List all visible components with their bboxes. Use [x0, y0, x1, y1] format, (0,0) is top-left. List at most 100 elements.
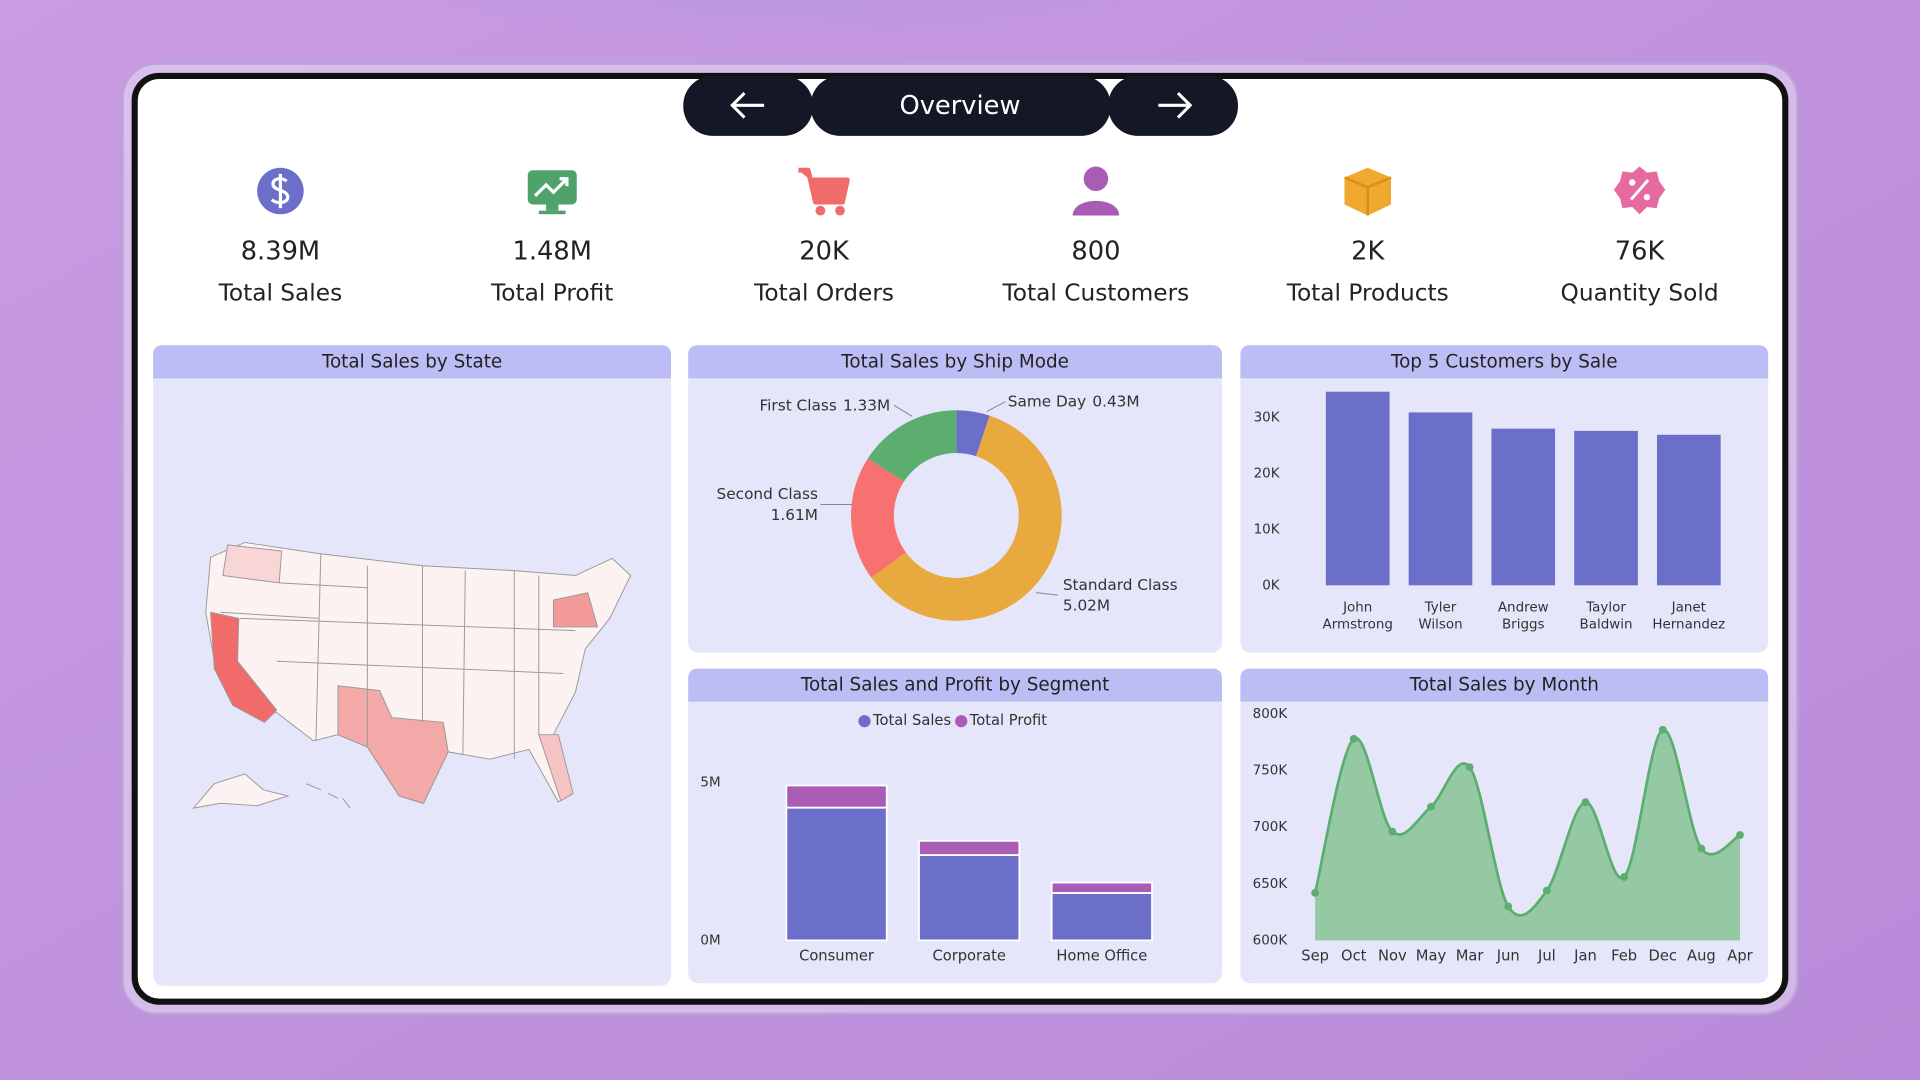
- icon-person-head: [1083, 166, 1109, 192]
- x-tick-label: Jan: [1573, 947, 1597, 964]
- x-tick-label: Sep: [1301, 947, 1329, 964]
- legend-label: Total Profit: [969, 712, 1048, 729]
- panel-header: [1240, 345, 1769, 379]
- bar: [1325, 391, 1390, 586]
- leader-line: [893, 404, 913, 417]
- kpi-label: Total Products: [1286, 279, 1449, 306]
- map-borders: [220, 553, 576, 760]
- icon-cart-wheel: [835, 205, 845, 216]
- donut-slice: [871, 415, 1062, 621]
- map-alaska: [192, 773, 290, 809]
- kpi-value: 800: [1071, 237, 1120, 267]
- y-tick-label: 0M: [700, 933, 720, 948]
- panel-title: Top 5 Customers by Sale: [1390, 351, 1618, 372]
- x-tick-label: Mar: [1456, 947, 1485, 964]
- point: [1311, 888, 1320, 897]
- kpi-label: Total Profit: [490, 279, 613, 306]
- slice-value: 1.61M: [771, 506, 818, 524]
- panel-header: [688, 668, 1223, 702]
- bar: [1408, 412, 1473, 586]
- nav-title-bg: [810, 75, 1111, 136]
- panel-header: [153, 345, 672, 379]
- kpi-value: 20K: [799, 237, 850, 267]
- bar-segment: [918, 854, 1021, 942]
- slice-value: 5.02M: [1063, 597, 1110, 615]
- legend-label: Total Sales: [872, 712, 951, 729]
- point: [1658, 725, 1667, 734]
- x-tick-label: Nov: [1378, 947, 1407, 964]
- x-tick-label: Jul: [1537, 947, 1556, 964]
- x-tick-label: Andrew Briggs: [1498, 600, 1549, 632]
- kpi-label: Quantity Sold: [1561, 279, 1719, 306]
- x-tick-label: Corporate: [932, 947, 1005, 964]
- map-country: [205, 541, 632, 804]
- slice-label: Same Day 0.43M: [1008, 392, 1140, 410]
- slice-category: Second Class: [717, 485, 818, 503]
- icon-chart-glyph: [533, 177, 569, 198]
- x-tick-label: Janet Hernandez: [1652, 600, 1725, 632]
- leader-line: [1035, 592, 1059, 596]
- leader-line: [986, 401, 1006, 412]
- donut-slice: [956, 410, 990, 457]
- panel-title: Total Sales by State: [321, 351, 502, 372]
- area: [1315, 729, 1740, 941]
- icon-monitor: [527, 170, 577, 205]
- icon-person-body: [1072, 200, 1120, 216]
- arrow-left: [730, 91, 765, 119]
- point: [1427, 802, 1435, 811]
- bar-segment: [1050, 881, 1153, 894]
- y-tick-label: 700K: [1253, 820, 1289, 835]
- x-tick-label: John Armstrong: [1323, 600, 1393, 632]
- y-tick-label: 800K: [1253, 707, 1289, 722]
- point: [1542, 886, 1551, 895]
- legend-swatch: [858, 715, 871, 728]
- kpi-value: 8.39M: [241, 237, 320, 267]
- x-tick-label: Oct: [1341, 947, 1367, 964]
- donut-slice: [851, 458, 906, 578]
- point: [1581, 798, 1590, 807]
- nav-title: Overview: [899, 91, 1020, 121]
- y-tick-label: 750K: [1253, 764, 1289, 779]
- y-tick-label: 0K: [1262, 578, 1281, 593]
- point: [1504, 902, 1513, 911]
- icon-monitor-base: [538, 210, 566, 215]
- map-state: [552, 592, 599, 628]
- donut-slice: [867, 410, 957, 482]
- icon-box-edge: [1344, 176, 1392, 216]
- x-tick-label: Consumer: [799, 947, 875, 964]
- x-tick-label: Taylor Baldwin: [1580, 600, 1633, 632]
- icon-badge-dot: [1629, 179, 1636, 186]
- nav: Overview: [683, 75, 1238, 136]
- panel-header: [688, 345, 1223, 379]
- x-tick-label: Aug: [1687, 947, 1716, 964]
- arrow-right: [1158, 91, 1193, 119]
- icon-badge-dot: [1643, 193, 1651, 201]
- bar-segment: [785, 806, 888, 942]
- icon-badge-glyph: [1629, 179, 1650, 201]
- kpi-label: Total Orders: [753, 279, 894, 306]
- slice-category: Same Day: [1008, 392, 1086, 410]
- x-tick-label: Feb: [1611, 947, 1637, 964]
- bar: [1491, 428, 1556, 586]
- bar-segment: [785, 784, 888, 809]
- panel-title: Total Sales by Month: [1409, 675, 1599, 696]
- point: [1388, 827, 1397, 836]
- panel: [688, 345, 1223, 653]
- map-state: [538, 734, 574, 802]
- icon-cart: [798, 167, 850, 205]
- icon-monitor-stand: [546, 204, 559, 211]
- icon-dollar-glyph: [270, 173, 290, 209]
- slice-value: 0.43M: [1092, 392, 1139, 410]
- point: [1697, 844, 1706, 853]
- point: [1349, 734, 1358, 743]
- y-tick-label: 650K: [1253, 877, 1289, 892]
- map-state: [210, 611, 278, 724]
- y-tick-label: 30K: [1254, 410, 1281, 425]
- x-tick-label: Jun: [1496, 947, 1520, 964]
- point: [1620, 873, 1629, 881]
- y-tick-label: 5M: [700, 775, 720, 790]
- bar: [1574, 430, 1638, 586]
- panel-title: Total Sales and Profit by Segment: [800, 675, 1110, 696]
- map-hawaii: [305, 783, 351, 809]
